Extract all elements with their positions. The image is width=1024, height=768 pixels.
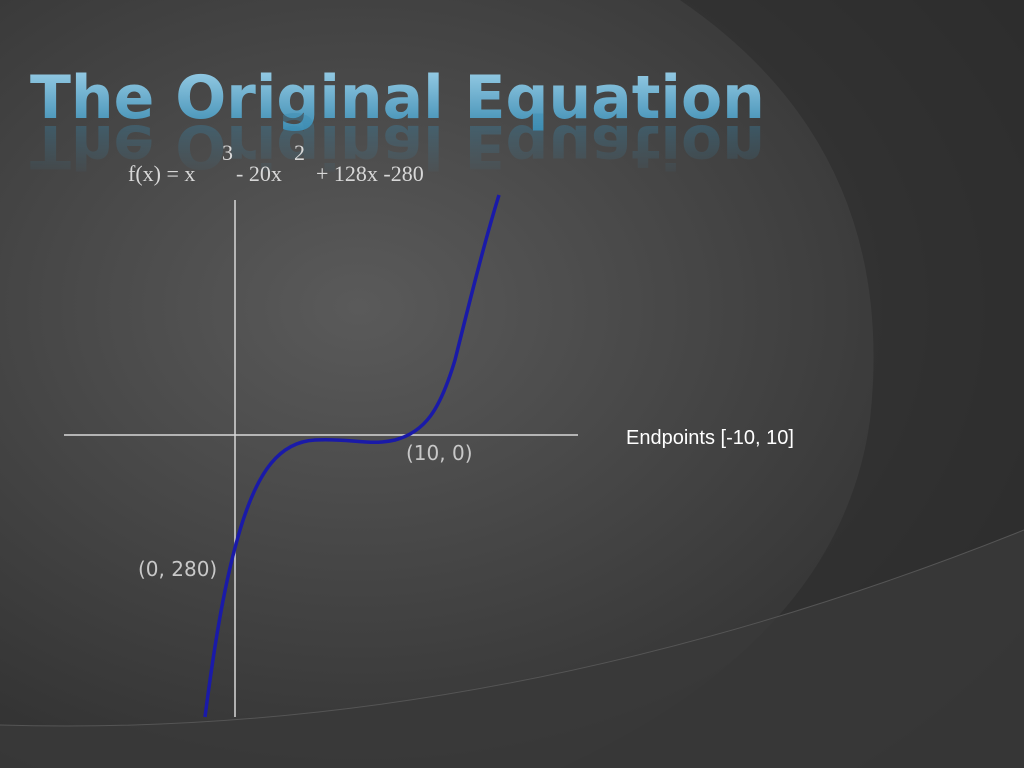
- curve: [203, 194, 501, 718]
- title-reflection: The Original Equation: [30, 111, 765, 181]
- equation-exponent: 2: [294, 140, 305, 165]
- equation-part: - 20x: [236, 161, 282, 186]
- equation-part: f(x) = x: [128, 161, 195, 186]
- equation-exponent: 3: [222, 140, 233, 165]
- point-label: (10, 0): [406, 441, 473, 465]
- swoosh-edge: [0, 529, 1024, 727]
- point-label: (0, 280): [138, 557, 217, 581]
- title: The Original Equation: [30, 63, 765, 133]
- equation-part: + 128x -280: [316, 161, 424, 186]
- note: Endpoints [-10, 10]: [626, 427, 794, 449]
- swoosh: [0, 530, 1024, 768]
